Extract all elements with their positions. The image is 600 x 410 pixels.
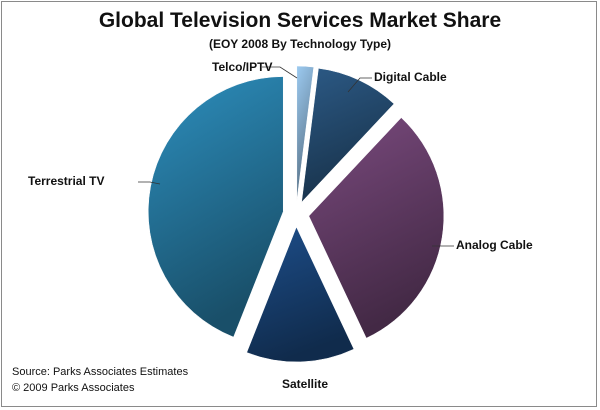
pie-slice-digital-cable bbox=[301, 68, 395, 203]
pie-slice-satellite bbox=[246, 226, 355, 363]
chart-subtitle: (EOY 2008 By Technology Type) bbox=[208, 37, 392, 51]
pie-slice-telco-iptv bbox=[296, 65, 315, 202]
slice-label: Digital Cable bbox=[374, 70, 447, 84]
slice-label: Terrestrial TV bbox=[28, 174, 104, 188]
slice-label: Telco/IPTV bbox=[212, 60, 272, 74]
chart-title: Global Television Services Market Share bbox=[98, 9, 502, 32]
source-note: Source: Parks Associates Estimates bbox=[12, 366, 189, 378]
leader-line bbox=[138, 181, 161, 185]
copyright-note: © 2009 Parks Associates bbox=[12, 382, 135, 394]
pie-slice-terrestrial-tv bbox=[147, 76, 284, 338]
slice-label: Satellite bbox=[282, 377, 328, 391]
leader-line bbox=[347, 77, 372, 93]
slice-label: Analog Cable bbox=[456, 238, 533, 252]
leader-line bbox=[262, 66, 298, 79]
pie-slice-analog-cable bbox=[308, 117, 445, 339]
